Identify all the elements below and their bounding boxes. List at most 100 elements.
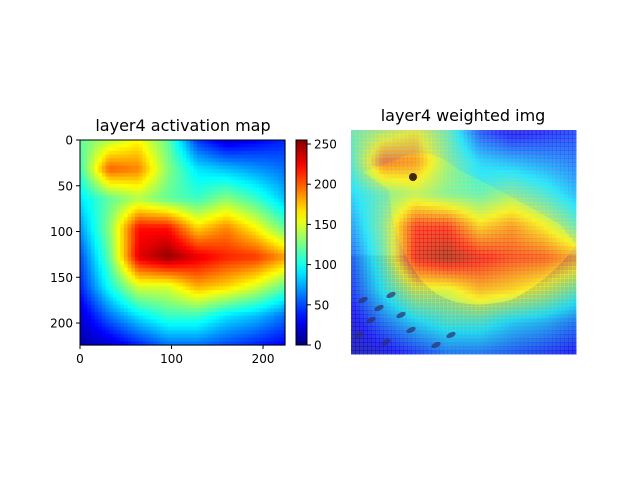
heat-cell xyxy=(219,293,224,299)
heat-cell xyxy=(160,235,165,240)
heat-cell xyxy=(230,238,235,244)
overlay-cell xyxy=(367,158,372,163)
heat-cell xyxy=(142,191,147,196)
overlay-cell xyxy=(383,250,388,255)
heat-cell xyxy=(80,205,85,211)
heat-cell xyxy=(160,271,165,277)
overlay-cell xyxy=(367,222,372,227)
heat-cell xyxy=(277,158,282,163)
overlay-cell xyxy=(439,250,445,255)
overlay-cell xyxy=(403,186,408,191)
overlay-cell xyxy=(427,198,432,203)
heat-cell xyxy=(80,176,85,181)
heat-cell xyxy=(127,216,132,222)
heat-cell xyxy=(164,213,169,218)
heat-cell xyxy=(167,341,173,346)
heat-cell xyxy=(274,334,279,339)
weighted-image xyxy=(351,130,577,355)
heat-cell xyxy=(266,275,271,280)
heat-cell xyxy=(222,290,228,295)
heat-cell xyxy=(138,187,143,192)
overlay-cell xyxy=(459,134,465,139)
heat-cell xyxy=(263,147,268,152)
heat-cell xyxy=(153,319,158,324)
overlay-cell xyxy=(447,138,453,143)
overlay-cell xyxy=(379,250,384,255)
overlay-cell xyxy=(499,234,505,239)
heat-cell xyxy=(255,268,260,273)
heat-cell xyxy=(226,187,231,192)
overlay-cell xyxy=(351,250,356,255)
overlay-cell xyxy=(551,170,557,175)
heat-cell xyxy=(215,235,220,240)
heat-cell xyxy=(274,165,279,170)
overlay-cell xyxy=(415,166,420,171)
overlay-cell xyxy=(563,226,569,231)
heat-cell xyxy=(193,202,198,207)
heat-cell xyxy=(112,264,118,269)
overlay-cell xyxy=(527,170,533,175)
overlay-cell xyxy=(511,198,517,203)
heat-cell xyxy=(120,319,125,324)
overlay-cell xyxy=(475,158,481,163)
heat-cell xyxy=(233,147,239,152)
overlay-cell xyxy=(355,162,360,167)
heat-cell xyxy=(255,312,260,317)
overlay-cell xyxy=(551,254,557,259)
overlay-cell xyxy=(531,162,537,167)
overlay-cell xyxy=(523,142,529,147)
heat-cell xyxy=(149,275,154,280)
overlay-cell xyxy=(443,218,449,223)
heat-cell xyxy=(255,293,260,299)
overlay-cell xyxy=(459,234,465,239)
overlay-cell xyxy=(555,158,561,163)
overlay-cell xyxy=(555,182,561,187)
heat-cell xyxy=(145,304,151,309)
heat-cell xyxy=(116,315,121,320)
overlay-cell xyxy=(403,146,408,151)
heat-cell xyxy=(160,227,165,233)
overlay-cell xyxy=(403,130,408,135)
heat-cell xyxy=(120,235,125,240)
heat-cell xyxy=(142,158,147,163)
heat-cell xyxy=(94,286,99,291)
heat-cell xyxy=(109,290,114,295)
heat-cell xyxy=(259,260,264,266)
heat-cell xyxy=(230,242,235,247)
overlay-cell xyxy=(459,178,465,183)
heat-cell xyxy=(263,213,268,218)
heat-cell xyxy=(127,147,132,152)
heat-cell xyxy=(153,304,158,309)
heat-cell xyxy=(156,187,162,192)
overlay-cell xyxy=(463,134,469,139)
heat-cell xyxy=(94,154,99,159)
heat-cell xyxy=(178,264,184,269)
overlay-cell xyxy=(399,158,404,163)
heat-cell xyxy=(263,308,268,313)
overlay-cell xyxy=(491,166,497,171)
heat-cell xyxy=(211,209,217,214)
heat-cell xyxy=(230,249,235,255)
heat-cell xyxy=(80,169,85,174)
heat-cell xyxy=(259,312,264,317)
heat-cell xyxy=(208,253,213,258)
heat-cell xyxy=(164,194,169,200)
overlay-cell xyxy=(563,138,569,143)
heat-cell xyxy=(252,187,257,192)
heat-cell xyxy=(263,275,268,280)
heat-cell xyxy=(281,282,286,288)
heat-cell xyxy=(156,220,162,225)
overlay-cell xyxy=(383,162,388,167)
overlay-cell xyxy=(515,206,521,211)
heat-cell xyxy=(222,216,228,222)
overlay-cell xyxy=(531,158,537,163)
heat-cell xyxy=(175,220,180,225)
heat-cell xyxy=(149,290,154,295)
heat-cell xyxy=(145,172,151,178)
overlay-cell xyxy=(423,150,428,155)
overlay-cell xyxy=(479,162,485,167)
overlay-cell xyxy=(539,234,545,239)
overlay-cell xyxy=(459,130,465,135)
heat-cell xyxy=(105,301,110,306)
heat-cell xyxy=(266,249,271,255)
